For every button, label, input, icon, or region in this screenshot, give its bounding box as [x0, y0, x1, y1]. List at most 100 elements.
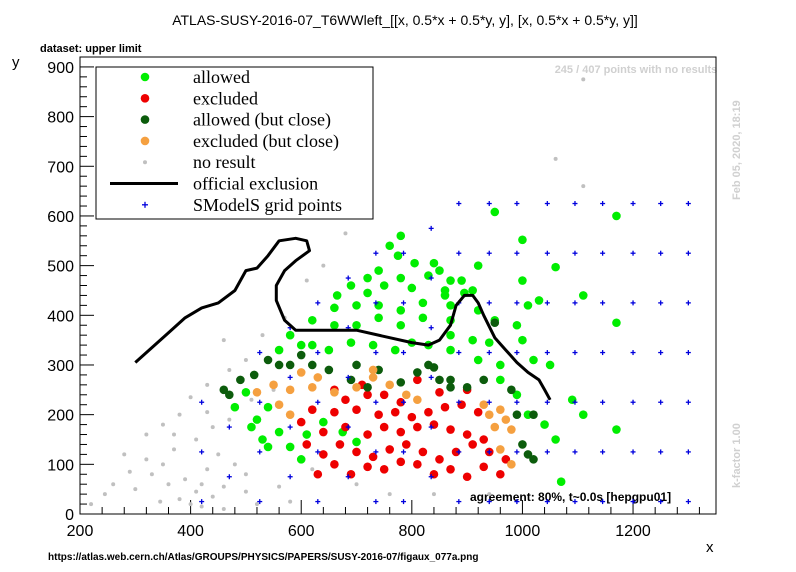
- grid-point: [257, 499, 263, 505]
- excluded-close-point: [496, 445, 505, 454]
- grid-point: [257, 449, 263, 455]
- no-result-point: [387, 492, 392, 497]
- no-result-point: [160, 462, 165, 467]
- grid-point: [630, 399, 636, 405]
- excluded-point: [330, 460, 339, 469]
- allowed-point: [490, 207, 500, 217]
- no-result-point: [210, 425, 215, 430]
- grid-point: [514, 350, 520, 356]
- grid-point: [486, 350, 492, 356]
- no-result-point: [227, 367, 232, 372]
- grid-point: [544, 201, 550, 207]
- allowed-point: [302, 430, 312, 439]
- allowed-point: [241, 387, 251, 397]
- excluded-point: [302, 440, 312, 449]
- allowed-close-point: [307, 360, 317, 370]
- kfactor-label: k-factor 1.00: [731, 423, 743, 488]
- no-result-point: [227, 417, 232, 422]
- allowed-point: [396, 320, 406, 330]
- legend-label: excluded: [193, 88, 258, 108]
- excluded-point: [363, 462, 372, 472]
- excluded-close-point: [307, 383, 317, 392]
- x-tick-label: 600: [288, 523, 315, 540]
- allowed-point: [429, 258, 439, 268]
- grid-point: [373, 449, 379, 455]
- allowed-close-point: [446, 375, 455, 385]
- grid-point: [486, 300, 492, 306]
- grid-point: [373, 499, 379, 505]
- allowed-close-point: [529, 455, 538, 464]
- no-result-point: [205, 410, 210, 415]
- grid-point: [658, 399, 664, 405]
- grid-point: [401, 399, 407, 405]
- allowed-point: [252, 415, 262, 424]
- x-tick-label: 200: [67, 523, 94, 540]
- excluded-close-point: [507, 460, 516, 469]
- grid-point: [257, 350, 263, 356]
- allowed-point: [324, 345, 334, 355]
- excluded-point: [479, 462, 489, 472]
- grid-point: [572, 499, 578, 505]
- no-result-point: [249, 397, 254, 402]
- allowed-point: [263, 442, 273, 452]
- grid-point: [630, 201, 636, 207]
- official-exclusion-line: [134, 236, 552, 401]
- no-result-point: [310, 467, 315, 472]
- excluded-close-point: [413, 395, 422, 405]
- excluded-point: [435, 387, 444, 397]
- no-result-point: [133, 487, 138, 492]
- excluded-point: [368, 452, 378, 462]
- grid-point: [456, 250, 462, 256]
- no-result-point: [194, 489, 199, 494]
- grid-point: [456, 201, 462, 207]
- allowed-point: [285, 330, 295, 340]
- excluded-point: [413, 460, 422, 469]
- excluded-point: [501, 455, 511, 464]
- no-result-point: [188, 502, 193, 507]
- allowed-point: [484, 338, 494, 347]
- no-results-note: 245 / 407 points with no results: [555, 64, 718, 76]
- allowed-point: [319, 417, 328, 427]
- allowed-point: [330, 320, 339, 330]
- source-url: https://atlas.web.cern.ch/Atlas/GROUPS/P…: [48, 552, 479, 563]
- excluded-point: [401, 440, 411, 449]
- allowed-close-point: [324, 365, 334, 375]
- allowed-point: [551, 262, 560, 272]
- no-result-point: [149, 472, 154, 477]
- allowed-close-point: [523, 450, 533, 459]
- no-result-point: [177, 497, 182, 502]
- excluded-point: [440, 402, 450, 412]
- grid-point: [287, 424, 293, 430]
- allowed-point: [556, 477, 566, 487]
- allowed-point: [446, 345, 455, 355]
- allowed-point: [512, 390, 522, 400]
- data-points: [89, 77, 691, 512]
- allowed-point: [307, 315, 317, 325]
- grid-point: [428, 474, 434, 480]
- allowed-point: [285, 442, 295, 452]
- no-result-point: [216, 452, 221, 457]
- grid-point: [572, 449, 578, 455]
- excluded-close-point: [368, 365, 378, 375]
- excluded-close-point: [285, 410, 295, 419]
- grid-point: [456, 499, 462, 505]
- excluded-point: [418, 447, 428, 457]
- grid-point: [315, 350, 321, 356]
- excluded-point: [496, 469, 505, 479]
- no-result-point: [581, 77, 586, 82]
- grid-point: [486, 499, 492, 505]
- grid-point: [226, 424, 232, 430]
- allowed-point: [230, 402, 240, 412]
- no-result-point: [343, 231, 348, 236]
- grid-point: [658, 350, 664, 356]
- no-result-point: [111, 482, 116, 487]
- x-tick-label: 1200: [615, 523, 651, 540]
- excluded-close-point: [313, 373, 323, 382]
- grid-point: [199, 499, 205, 505]
- grid-point: [572, 250, 578, 256]
- grid-point: [658, 449, 664, 455]
- no-result-point: [172, 447, 177, 452]
- excluded-point: [462, 472, 472, 482]
- grid-point: [456, 350, 462, 356]
